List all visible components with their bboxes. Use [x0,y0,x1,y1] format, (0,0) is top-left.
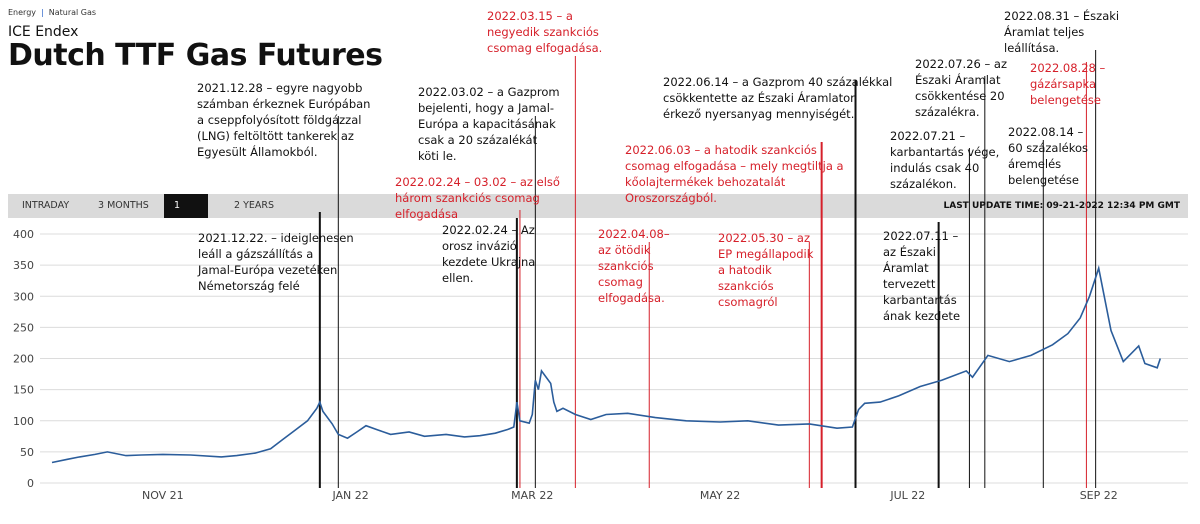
annotation-2022-04-08: 2022.04.08– az ötödik szankciós csomag e… [598,227,670,305]
y-axis-ticks: 0 50 100 150 200 250 300 350 400 [13,228,34,490]
annotation-2022-02-24-03-02: 2022.02.24 – 03.02 – az első három szank… [395,175,560,221]
x-tick-label: MAY 22 [700,489,740,502]
breadcrumb-natural-gas[interactable]: Natural Gas [48,8,97,17]
y-tick-label: 50 [20,446,34,459]
page-title: Dutch TTF Gas Futures [8,38,383,73]
annotation-2022-08-14: 2022.08.14 – 60 százalékos áremelés bele… [1008,125,1088,187]
annotation-2022-06-14: 2022.06.14 – a Gazprom 40 százalékkal cs… [663,75,893,121]
y-tick-label: 250 [13,321,34,334]
breadcrumb-energy[interactable]: Energy [8,8,37,17]
x-tick-label: JUL 22 [889,489,925,502]
tab-1-year[interactable]: 1 YEAR [164,194,208,235]
annotation-2022-02-24: 2022.02.24 – Az orosz invázió kezdete Uk… [442,223,536,285]
y-tick-label: 200 [13,353,34,366]
annotation-2022-07-21: 2022.07.21 – karbantartás vége, indulás … [890,129,1000,191]
annotation-2022-07-11: 2022.07.11 – az Északi Áramlat tervezett… [883,229,961,323]
x-axis-ticks: NOV 21 JAN 22 MAR 22 MAY 22 JUL 22 SEP 22 [142,489,1118,502]
last-update-time: LAST UPDATE TIME: 09-21-2022 12:34 PM GM… [943,201,1181,211]
breadcrumb-separator: | [41,8,44,17]
tab-3-months[interactable]: 3 MONTHS [98,200,149,211]
price-series-line [51,265,1162,464]
annotation-2022-03-02: 2022.03.02 – a Gazprom bejelenti, hogy a… [418,85,560,163]
y-tick-label: 400 [13,228,34,241]
breadcrumb: Energy | Natural Gas [8,8,96,17]
x-tick-label: JAN 22 [331,489,368,502]
x-tick-label: NOV 21 [142,489,184,502]
annotation-2022-08-31: 2022.08.31 – Északi Áramlat teljes leáll… [1004,9,1120,55]
annotation-2022-05-30: 2022.05.30 – az EP megállapodik a hatodi… [718,231,814,309]
annotation-2021-12-22: 2021.12.22. – ideiglenesen leáll a gázsz… [198,231,354,293]
y-tick-label: 350 [13,259,34,272]
y-tick-label: 150 [13,384,34,397]
range-toolbar: INTRADAY 3 MONTHS 1 YEAR 2 YEARS LAST UP… [8,194,1188,235]
x-tick-label: MAR 22 [511,489,553,502]
exchange-name: ICE Endex [8,24,79,40]
tab-2-years[interactable]: 2 YEARS [234,200,274,211]
annotation-2022-08-28: 2022.08.28 – gázársapka belengetése [1030,61,1106,107]
x-tick-label: SEP 22 [1080,489,1118,502]
annotation-2022-03-15: 2022.03.15 – a negyedik szankciós csomag… [487,9,603,55]
annotation-2022-06-03: 2022.06.03 – a hatodik szankciós csomag … [625,143,844,205]
y-tick-label: 100 [13,415,34,428]
tab-intraday[interactable]: INTRADAY [22,200,70,211]
annotation-2021-12-28: 2021.12.28 – egyre nagyobb számban érkez… [197,81,371,159]
grid [40,233,1188,484]
y-tick-label: 0 [27,477,34,490]
annotation-2022-07-26: 2022.07.26 – az Északi Áramlat csökkenté… [915,57,1007,119]
y-tick-label: 300 [13,290,34,303]
